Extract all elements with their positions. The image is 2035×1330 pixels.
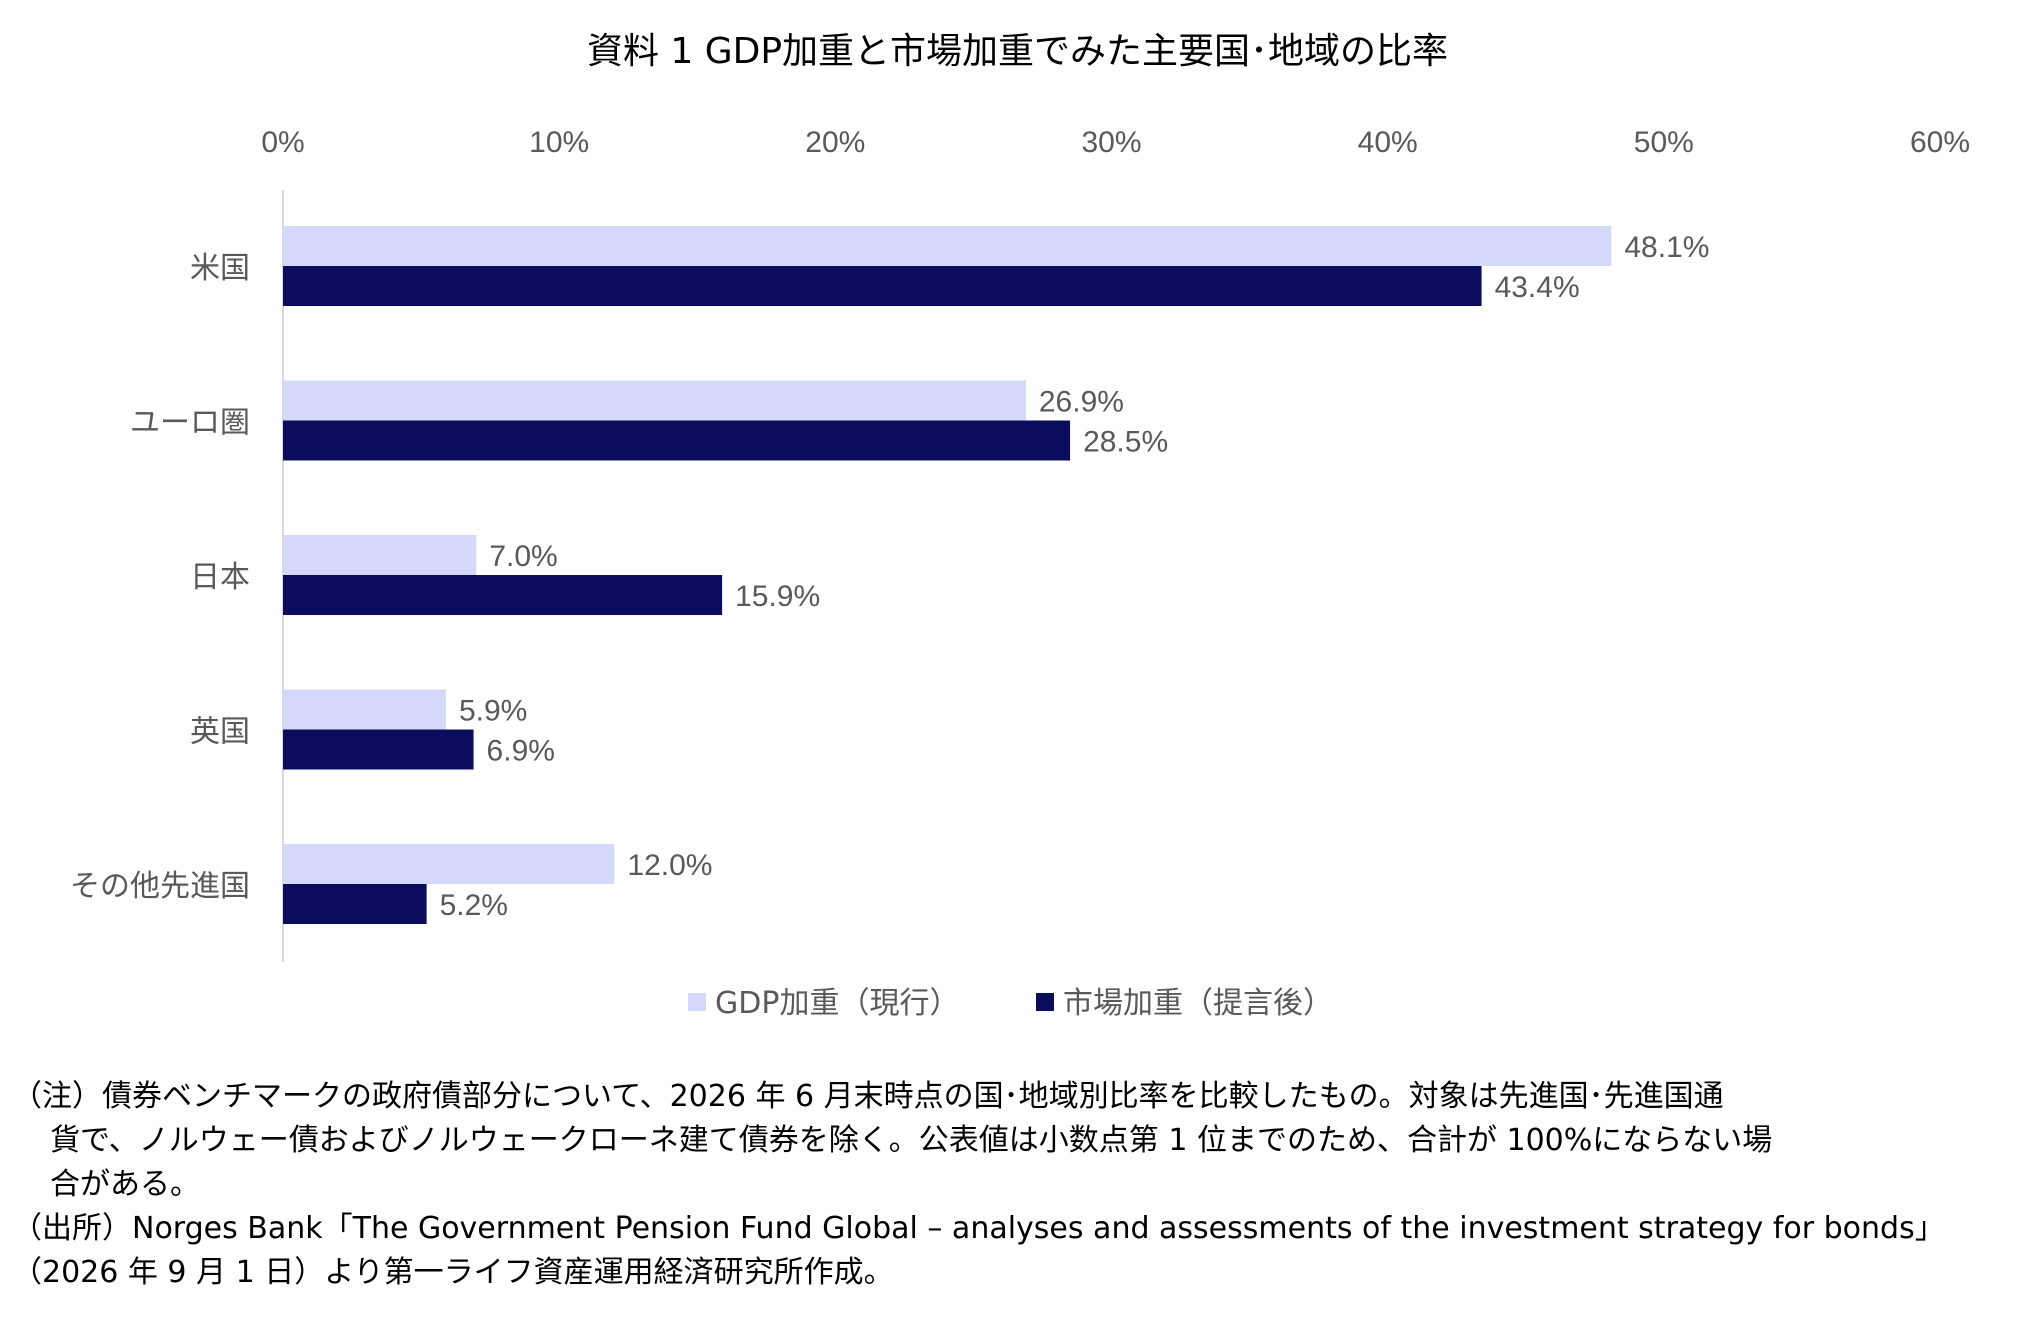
legend-label: 市場加重（提言後） [1063, 986, 1333, 1021]
gdp-bar [283, 689, 446, 730]
data-label: 7.0% [489, 540, 557, 573]
data-label: 5.2% [440, 889, 508, 922]
source-text: （2026 年 9 月 1 日）より第一ライフ資産運用経済研究所作成。 [12, 1255, 894, 1290]
gdp-bar [283, 226, 1612, 266]
category-label: 米国 [190, 251, 250, 286]
data-label: 48.1% [1624, 231, 1709, 264]
note-text: 貨で、ノルウェー債およびノルウェークローネ建て債券を除く。公表値は小数点第 1 … [50, 1123, 1773, 1158]
gdp-bar [283, 844, 615, 884]
market-bar [283, 575, 723, 615]
data-label: 43.4% [1495, 271, 1580, 304]
x-tick-label: 0% [261, 126, 304, 159]
legend-label: GDP加重（現行） [715, 986, 959, 1021]
data-label: 5.9% [459, 695, 527, 728]
note-text: 合がある。 [50, 1167, 200, 1202]
legend-swatch [1036, 993, 1054, 1011]
market-bar [283, 729, 474, 770]
notes-block: （注）債券ベンチマークの政府債部分について、2026 年 6 月末時点の国･地域… [12, 1075, 2022, 1295]
data-label: 26.9% [1039, 386, 1124, 419]
x-tick-label: 60% [1910, 126, 1970, 159]
x-tick-label: 10% [529, 126, 589, 159]
category-label: 英国 [190, 715, 250, 750]
data-label: 28.5% [1083, 426, 1168, 459]
legend-swatch [688, 993, 706, 1011]
market-bar [283, 420, 1071, 461]
x-tick-label: 20% [805, 126, 865, 159]
category-label: 日本 [190, 560, 250, 595]
x-tick-label: 30% [1081, 126, 1141, 159]
gdp-bar [283, 535, 477, 575]
market-bar [283, 884, 427, 924]
category-label: その他先進国 [70, 869, 250, 904]
source-text: （出所）Norges Bank「The Government Pension F… [12, 1211, 1945, 1246]
data-label: 15.9% [735, 580, 820, 613]
data-label: 6.9% [487, 735, 555, 768]
data-label: 12.0% [627, 849, 712, 882]
chart-title: 資料 1 GDP加重と市場加重でみた主要国･地域の比率 [586, 31, 1449, 72]
market-bar [283, 266, 1482, 306]
category-label: ユーロ圏 [130, 406, 250, 441]
x-tick-label: 50% [1634, 126, 1694, 159]
gdp-bar [283, 380, 1026, 421]
x-tick-label: 40% [1358, 126, 1418, 159]
bar-chart: 0% 10% 20% 30% 40% 50% 60% 米国 48.1% 43.4% ユーロ圏 26.9… [70, 126, 1970, 1021]
note-text: （注）債券ベンチマークの政府債部分について、2026 年 6 月末時点の国･地域… [12, 1079, 1724, 1114]
